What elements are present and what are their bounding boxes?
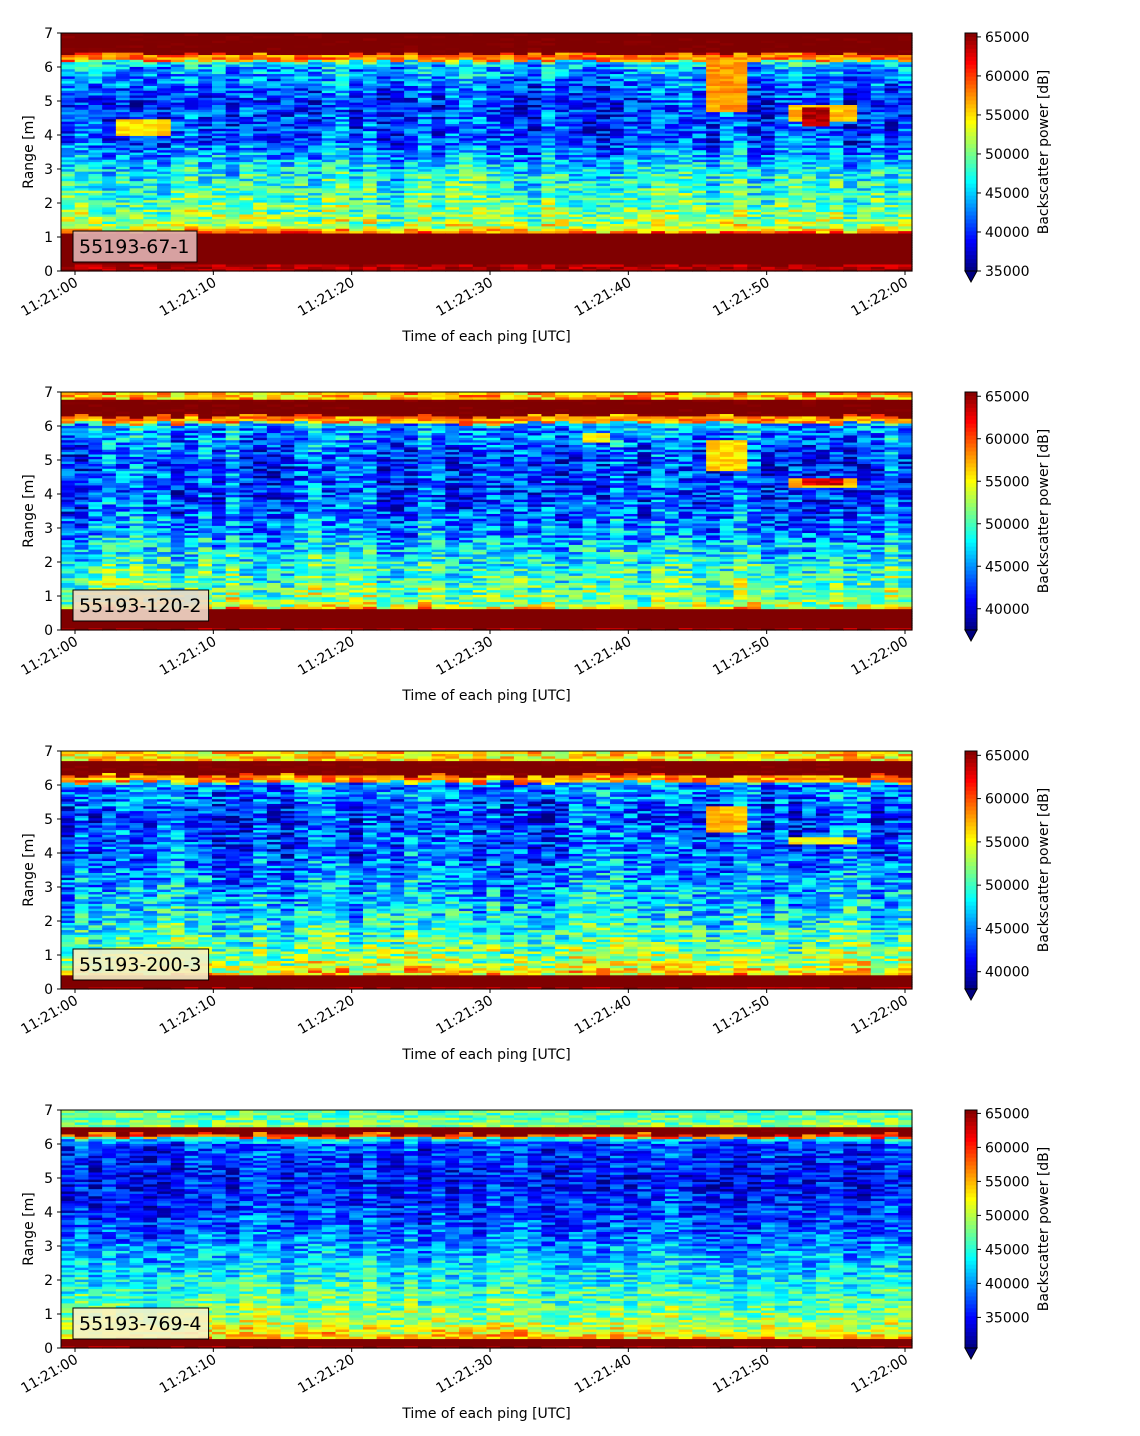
chart-panel-1: 0123456711:21:00 11:21:10 11:21:20 11:21:30…	[19, 26, 1052, 345]
